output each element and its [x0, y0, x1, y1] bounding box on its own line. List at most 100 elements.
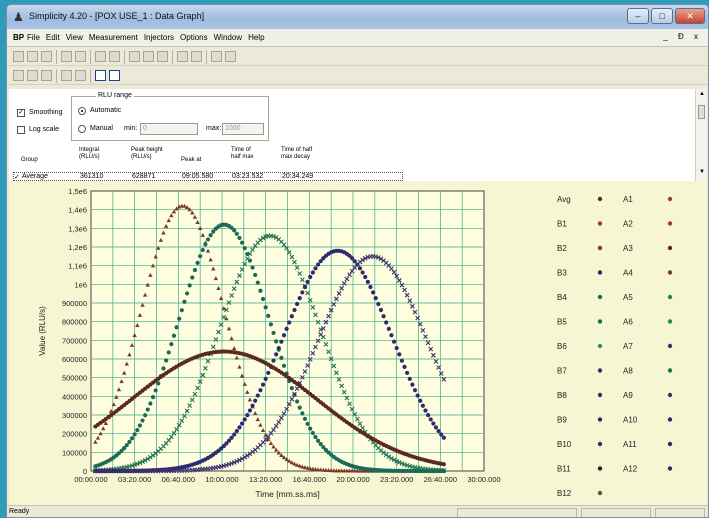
mdi-restore-button[interactable]: Ɖ: [677, 32, 688, 41]
data-point: [295, 301, 300, 307]
scroll-down-icon[interactable]: ▼: [699, 169, 705, 175]
menu-file[interactable]: File: [27, 33, 40, 42]
data-point: [211, 229, 216, 234]
split-horizontal-icon[interactable]: [95, 70, 106, 81]
data-point: [129, 436, 135, 441]
inject-icon[interactable]: [177, 51, 188, 62]
menu-measurement[interactable]: Measurement: [88, 33, 138, 42]
data-point: [263, 376, 268, 381]
legend-marker: [667, 196, 673, 202]
data-point: [299, 277, 305, 283]
print-preview-icon[interactable]: [95, 51, 106, 62]
data-point: [407, 376, 412, 381]
max-input[interactable]: 1000: [222, 123, 264, 135]
menu-options[interactable]: Options: [180, 33, 208, 42]
data-point: [101, 426, 106, 431]
data-point: [297, 463, 302, 468]
new-icon[interactable]: [13, 51, 24, 62]
data-point: [294, 265, 300, 271]
menu-view[interactable]: View: [65, 33, 83, 42]
export-icon[interactable]: [109, 51, 120, 62]
data-point: [425, 340, 431, 346]
scroll-thumb[interactable]: [698, 105, 705, 119]
menu-edit[interactable]: Edit: [45, 33, 60, 42]
data-point: [171, 209, 177, 214]
data-point: [305, 279, 310, 284]
split-vertical-icon[interactable]: [109, 70, 120, 81]
copy-icon[interactable]: [61, 51, 72, 62]
data-point: [273, 423, 279, 429]
smoothing-checkbox[interactable]: ✓: [17, 109, 25, 117]
data-point: [391, 339, 397, 344]
chart-icon[interactable]: [75, 70, 86, 81]
data-point: [310, 430, 315, 436]
legend-label: B2: [557, 244, 567, 253]
status-pane: [457, 508, 577, 517]
data-point: [258, 288, 263, 293]
save-icon[interactable]: [41, 51, 52, 62]
mdi-close-button[interactable]: x: [694, 32, 702, 41]
plate-icon[interactable]: [191, 51, 202, 62]
mdi-minimize-button[interactable]: _: [663, 32, 672, 41]
table-icon[interactable]: [225, 51, 236, 62]
data-point: [362, 255, 368, 261]
data-graph-chart[interactable]: 1,5e6 1,4e6 1,3e6 1,2e6 1,1e6 1e6 900000 800000…: [9, 181, 707, 505]
minimize-button[interactable]: –: [627, 8, 649, 24]
legend-marker: [597, 221, 603, 226]
menu-injectors[interactable]: Injectors: [143, 33, 175, 42]
open-icon[interactable]: [27, 51, 38, 62]
layout-alt-icon[interactable]: [27, 70, 38, 81]
data-point: [232, 432, 237, 437]
data-point: [289, 460, 295, 465]
legend-marker: [597, 245, 603, 251]
legend-label: B11: [557, 465, 571, 474]
row-checkbox[interactable]: ✓: [14, 174, 20, 181]
data-point: [409, 303, 415, 309]
axis-icon[interactable]: [41, 70, 52, 81]
rlu-range-group: RLU range Automatic Manual min: 0 max: 1…: [71, 92, 269, 141]
legend-label: B6: [557, 342, 567, 351]
data-point: [300, 464, 305, 469]
y-tick-label: 0: [83, 467, 87, 476]
maximize-button[interactable]: □: [651, 8, 673, 24]
legend-label: B10: [557, 440, 572, 449]
data-point: [255, 280, 260, 285]
y-tick-label: 1,2e6: [68, 243, 87, 252]
data-point: [137, 312, 143, 317]
print-icon[interactable]: [75, 51, 86, 62]
table-row[interactable]: ✓ Average 361310 628871 09:05.580 03:23.…: [13, 172, 403, 181]
min-input[interactable]: 0: [140, 123, 198, 135]
data-point: [226, 438, 232, 443]
stop-icon[interactable]: [157, 51, 168, 62]
zoom-icon[interactable]: [61, 70, 72, 81]
log-scale-checkbox[interactable]: [17, 126, 25, 134]
close-button[interactable]: ✕: [675, 8, 705, 24]
menu-help[interactable]: Help: [248, 33, 265, 42]
data-point: [352, 411, 358, 417]
grid-icon[interactable]: [211, 51, 222, 62]
automatic-radio[interactable]: [78, 107, 86, 115]
scroll-up-icon[interactable]: ▲: [699, 91, 705, 97]
options-scrollbar[interactable]: ▲ ▼: [695, 89, 707, 181]
data-point: [221, 443, 226, 449]
x-tick-label: 16:40.000: [293, 475, 326, 484]
data-point: [284, 406, 290, 412]
title-bar[interactable]: ♟ Simplicity 4.20 - [POX USE_1 : Data Gr…: [7, 5, 708, 29]
data-point: [143, 413, 148, 418]
data-point: [412, 309, 418, 315]
data-point: [433, 359, 439, 364]
record-icon[interactable]: [143, 51, 154, 62]
document-icon[interactable]: [129, 51, 140, 62]
data-point: [394, 273, 400, 279]
data-point: [284, 326, 289, 331]
data-point: [431, 421, 436, 426]
manual-radio[interactable]: [78, 125, 86, 133]
layout-icon[interactable]: [13, 70, 24, 81]
data-point: [271, 330, 276, 336]
data-point: [103, 420, 109, 425]
menu-window[interactable]: Window: [213, 33, 243, 42]
data-point: [250, 403, 255, 408]
legend-label: B5: [557, 318, 567, 327]
data-point: [169, 213, 174, 218]
rlu-range-label: RLU range: [96, 92, 134, 99]
